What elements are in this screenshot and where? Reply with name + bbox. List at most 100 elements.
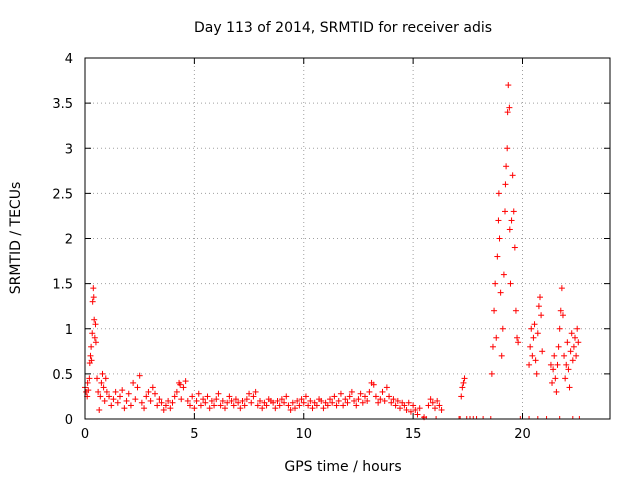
data-point — [551, 352, 558, 359]
data-point — [377, 396, 384, 403]
data-point — [429, 399, 436, 406]
data-point — [197, 402, 204, 409]
data-point — [493, 334, 500, 341]
data-point — [243, 396, 250, 403]
data-point — [575, 339, 582, 346]
data-point — [136, 372, 143, 379]
data-point — [372, 393, 379, 400]
data-point — [552, 375, 559, 382]
data-point — [254, 402, 261, 409]
data-point — [574, 325, 581, 332]
data-point — [165, 397, 172, 404]
data-point — [342, 396, 349, 403]
y-tick-label: 3.5 — [52, 97, 73, 112]
y-tick-label: 2.5 — [52, 187, 73, 202]
data-point — [167, 405, 174, 412]
data-point — [169, 399, 176, 406]
data-point — [171, 393, 178, 400]
data-point — [572, 334, 578, 341]
data-point — [416, 405, 423, 412]
data-point — [89, 298, 96, 305]
data-point — [558, 285, 565, 292]
data-point — [232, 396, 239, 403]
data-point — [92, 339, 99, 346]
data-point — [156, 396, 163, 403]
data-point — [533, 370, 540, 377]
data-point — [276, 402, 283, 409]
data-point — [514, 334, 521, 341]
data-point — [110, 396, 117, 403]
data-point — [495, 190, 502, 197]
data-point — [91, 334, 98, 341]
data-point — [259, 405, 266, 412]
data-point — [394, 397, 401, 404]
data-point — [143, 393, 150, 400]
data-point — [132, 396, 139, 403]
data-point — [556, 325, 563, 332]
data-point — [507, 280, 514, 287]
data-point — [241, 402, 248, 409]
data-point — [425, 402, 432, 409]
data-point — [535, 303, 542, 310]
data-point — [119, 387, 126, 394]
data-point — [528, 325, 535, 332]
data-point — [84, 379, 91, 386]
data-point — [526, 361, 533, 368]
data-point — [559, 312, 566, 319]
y-tick-label: 0.5 — [52, 368, 73, 383]
x-tick-label: 10 — [295, 427, 312, 442]
data-point — [492, 280, 499, 287]
data-point — [432, 405, 438, 412]
data-point — [527, 343, 534, 350]
data-point — [436, 402, 443, 409]
data-point — [204, 393, 211, 400]
data-point — [96, 406, 103, 413]
data-point — [141, 405, 148, 412]
data-point — [92, 321, 99, 328]
data-point — [250, 393, 257, 400]
data-point — [85, 387, 92, 394]
data-point — [178, 396, 185, 403]
data-point — [539, 348, 546, 355]
grid — [85, 58, 610, 419]
data-point — [573, 352, 580, 359]
data-point — [554, 361, 561, 368]
data-point — [123, 397, 130, 404]
data-point — [90, 285, 97, 292]
data-point — [392, 402, 399, 409]
data-point — [502, 181, 509, 188]
data-point — [561, 352, 568, 359]
data-point — [438, 406, 445, 413]
data-point — [403, 406, 410, 413]
data-point — [564, 339, 571, 346]
x-tick-label: 15 — [405, 427, 422, 442]
data-point — [270, 399, 277, 406]
data-point — [508, 217, 515, 224]
data-point — [278, 396, 285, 403]
data-point — [102, 375, 109, 382]
data-point — [566, 384, 573, 391]
data-point — [412, 406, 419, 413]
data-point — [88, 357, 95, 364]
data-point — [189, 393, 196, 400]
data-point — [184, 397, 191, 404]
data-point — [89, 330, 96, 337]
data-point — [569, 357, 576, 364]
data-point — [318, 397, 325, 404]
data-point — [103, 388, 110, 395]
data-point — [405, 399, 412, 406]
data-point — [510, 208, 517, 215]
data-point — [568, 330, 575, 337]
data-point — [154, 402, 161, 409]
x-tick-label: 5 — [190, 427, 198, 442]
data-point — [401, 402, 408, 409]
data-point — [495, 217, 502, 224]
data-point — [305, 402, 312, 409]
data-point — [329, 399, 336, 406]
data-point — [388, 399, 395, 406]
data-point — [202, 399, 209, 406]
data-point — [506, 104, 513, 111]
data-point — [187, 402, 193, 409]
data-point — [99, 370, 106, 377]
